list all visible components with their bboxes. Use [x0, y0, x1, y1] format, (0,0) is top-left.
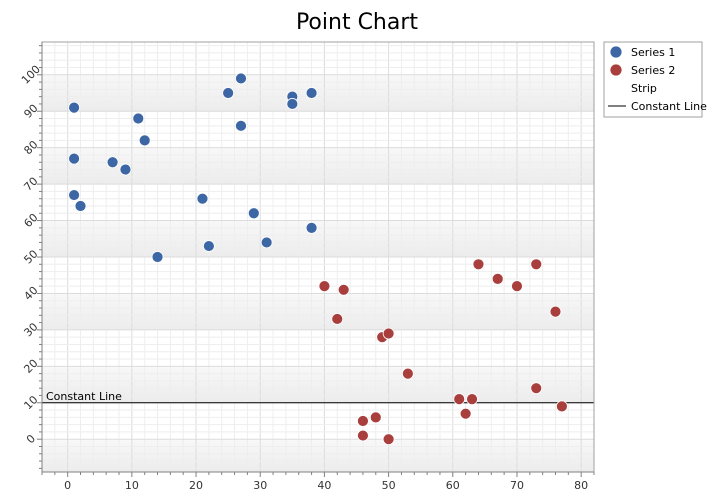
series-2-points — [318, 258, 568, 446]
legend-label: Series 1 — [631, 46, 675, 59]
series-2-point-3 — [357, 415, 369, 427]
series-1-point-12 — [235, 72, 247, 85]
series-1-point-18 — [305, 87, 318, 99]
legend-marker — [609, 63, 623, 77]
series-2-point-14 — [491, 272, 504, 285]
y-tick-label: 100 — [19, 63, 43, 87]
strip-band-3 — [42, 220, 594, 257]
series-2-point-18 — [549, 305, 562, 318]
series-2-point-17 — [530, 382, 543, 395]
series-1-point-0 — [68, 101, 80, 114]
series-1-point-8 — [151, 251, 164, 263]
series-1-point-10 — [202, 240, 215, 252]
legend-label: Constant Line — [631, 100, 707, 113]
series-1-point-9 — [196, 192, 209, 205]
y-axis: 0 10 20 30 40 50 60 70 80 90 100 — [19, 42, 43, 472]
strips-layer — [42, 74, 594, 472]
constant-line-label: Constant Line — [46, 390, 122, 403]
series-1-point-7 — [138, 134, 151, 147]
series-2-point-5 — [369, 411, 382, 424]
x-axis: 0 10 20 30 40 50 60 70 80 — [41, 471, 595, 492]
legend-item-1: Series 1 — [609, 45, 675, 59]
series-2-point-13 — [472, 258, 485, 271]
legend: Series 1 Series 2 Strip Constant Line — [603, 41, 707, 118]
y-tick-label: 30 — [21, 320, 40, 339]
y-tick-label: 80 — [21, 138, 40, 157]
plot-area: Constant Line — [41, 41, 595, 473]
series-2-point-7 — [382, 327, 395, 340]
series-1-point-15 — [260, 236, 273, 249]
series-1-point-13 — [235, 119, 247, 132]
series-2-point-11 — [459, 407, 472, 420]
series-1-point-17 — [286, 98, 299, 110]
series-1-point-5 — [119, 163, 132, 176]
x-tick-label: 30 — [253, 479, 267, 492]
y-tick-label: 10 — [21, 393, 40, 412]
chart-title: Point Chart — [296, 10, 418, 35]
y-tick-label: 90 — [21, 102, 40, 121]
strip-band-1 — [42, 366, 594, 403]
series-1-point-4 — [106, 156, 119, 169]
legend-items: Series 1 Series 2 Strip Constant Line — [608, 45, 707, 113]
legend-label: Series 2 — [631, 64, 675, 77]
constant-line-layer: Constant Line — [42, 390, 594, 404]
x-tick-label: 70 — [510, 479, 524, 492]
x-tick-label: 0 — [64, 479, 71, 492]
x-tick-label: 50 — [382, 479, 396, 492]
y-tick-label: 40 — [21, 284, 40, 303]
legend-label: Strip — [631, 82, 657, 95]
y-tick-label: 70 — [21, 175, 40, 194]
y-tick-label: 0 — [24, 432, 38, 446]
x-tick-label: 60 — [446, 479, 460, 492]
series-1-point-11 — [222, 87, 235, 99]
legend-item-4: Constant Line — [608, 100, 707, 113]
strip-band-0 — [42, 439, 594, 472]
legend-marker — [609, 45, 623, 59]
series-1-point-2 — [68, 189, 80, 201]
series-2-point-10 — [453, 393, 466, 406]
series-1-points — [68, 72, 318, 263]
series-2-point-4 — [357, 429, 369, 442]
points-layer — [68, 72, 568, 446]
series-2-point-15 — [511, 280, 523, 293]
series-1-point-1 — [68, 152, 80, 165]
x-tick-label: 10 — [125, 479, 139, 492]
strip-band-2 — [42, 293, 594, 330]
x-tick-label: 80 — [574, 479, 588, 492]
series-2-point-8 — [382, 433, 395, 446]
series-2-point-16 — [530, 258, 543, 271]
y-tick-label: 50 — [21, 247, 40, 266]
legend-item-2: Series 2 — [609, 63, 675, 77]
series-2-point-0 — [318, 280, 331, 293]
series-2-point-9 — [401, 367, 414, 380]
series-2-point-1 — [331, 313, 344, 325]
x-tick-label: 20 — [189, 479, 203, 492]
series-1-point-14 — [247, 207, 260, 220]
y-tick-label: 20 — [21, 357, 40, 376]
series-2-point-19 — [556, 400, 568, 413]
y-tick-label: 60 — [21, 211, 40, 230]
series-1-point-3 — [74, 200, 87, 212]
series-2-point-12 — [466, 393, 478, 406]
x-tick-label: 40 — [317, 479, 331, 492]
strip-band-5 — [42, 74, 594, 112]
series-2-point-2 — [337, 283, 350, 296]
strip-band-4 — [42, 147, 594, 185]
legend-item-3: Strip — [631, 82, 657, 95]
series-1-point-19 — [305, 221, 318, 234]
series-1-point-6 — [132, 112, 145, 125]
